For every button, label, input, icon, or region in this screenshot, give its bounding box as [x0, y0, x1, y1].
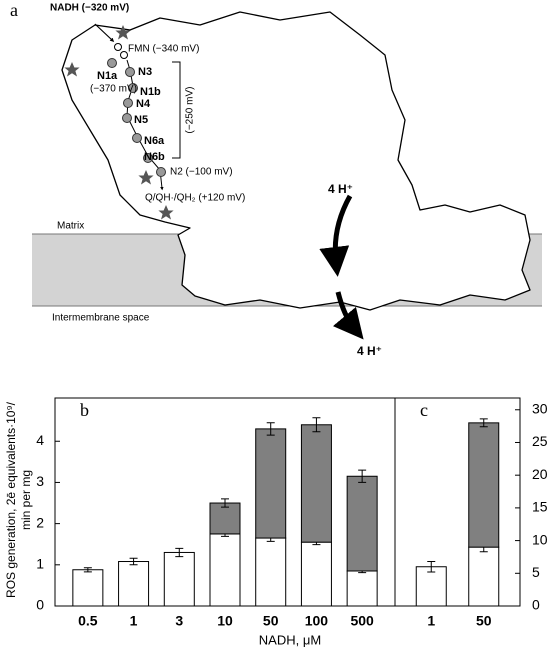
y-tick-label: 30 — [532, 400, 548, 416]
y-axis-label: ROS generation, 2ē equivalents·10⁹/ — [4, 401, 18, 598]
y-tick-label: 10 — [532, 531, 548, 547]
star — [115, 25, 131, 40]
chart: 0 1 2 3 4 b ROS generation, 2ē equivalents·10⁹… — [4, 397, 548, 647]
bar — [346, 570, 378, 607]
cluster — [132, 133, 142, 143]
bar — [415, 566, 447, 607]
star — [64, 62, 80, 77]
bar — [468, 422, 500, 548]
label: N6b — [144, 151, 165, 163]
label: N6a — [144, 135, 165, 147]
label: (−370 mV) — [90, 84, 137, 95]
cluster — [128, 83, 138, 93]
panel-label: c — [420, 400, 428, 420]
cluster — [107, 58, 117, 68]
x-tick-label: 50 — [263, 613, 279, 629]
x-axis-label: NADH, μM — [259, 632, 321, 647]
fmn — [114, 43, 122, 51]
star — [158, 205, 174, 220]
panel-label: a — [10, 0, 18, 20]
x-tick-label: 1 — [427, 613, 435, 629]
y-tick-label: 1 — [36, 556, 44, 572]
x-tick-label: 50 — [476, 613, 492, 629]
error-bar — [175, 547, 184, 558]
diagram: a NADH (−320 mV) FMN (−340 mV) N1a (−370… — [10, 0, 542, 358]
label: (−250 mV) — [185, 87, 196, 134]
cluster — [125, 67, 135, 77]
arrow — [94, 23, 115, 43]
label: Intermembrane space — [52, 313, 150, 324]
cluster — [123, 98, 133, 108]
x-tick-label: 0.5 — [78, 613, 98, 629]
bar — [255, 428, 287, 539]
error-bar — [358, 469, 367, 483]
bar — [346, 475, 378, 572]
error-bar — [266, 422, 275, 436]
label: NADH (−320 mV) — [50, 3, 129, 14]
cluster — [143, 153, 153, 163]
complex-outline — [61, 11, 531, 311]
plot-frame — [54, 397, 521, 607]
label: N2 (−100 mV) — [170, 167, 233, 178]
star — [138, 170, 154, 185]
bracket — [172, 61, 181, 159]
y-tick-label: 2 — [36, 514, 44, 530]
y-tick-label: 4 — [36, 432, 44, 448]
bar — [255, 537, 287, 607]
y-axis-label: min per mg — [19, 470, 33, 530]
panel-label: b — [80, 400, 89, 420]
bar — [209, 502, 241, 535]
proton-arrow — [319, 194, 353, 277]
label: Q/QH·/QH₂ (+120 mV) — [145, 193, 245, 204]
bar — [300, 424, 332, 543]
error-bar — [427, 561, 436, 573]
bar — [118, 561, 150, 607]
y-tick-label: 3 — [36, 473, 44, 489]
bar — [300, 541, 332, 607]
label: FMN (−340 mV) — [128, 44, 199, 55]
label: 4 H⁺ — [357, 344, 382, 358]
y-tick-label: 0 — [36, 597, 44, 613]
label: N5 — [134, 114, 148, 126]
y-tick-label: 0 — [532, 597, 540, 613]
label: Matrix — [57, 221, 84, 232]
y-tick-label: 5 — [532, 564, 540, 580]
y-tick-label: 25 — [532, 433, 548, 449]
stars — [64, 25, 174, 220]
label: N1b — [140, 86, 161, 98]
fmn — [120, 51, 128, 59]
cluster — [122, 113, 132, 123]
proton-arrow — [332, 291, 364, 340]
x-tick-label: 500 — [350, 613, 374, 629]
cluster — [156, 167, 166, 177]
x-tick-label: 1 — [130, 613, 138, 629]
y-tick-label: 15 — [532, 499, 548, 515]
error-bar — [479, 418, 488, 428]
error-bar — [312, 417, 321, 433]
bar — [468, 546, 500, 607]
error-bar — [83, 567, 92, 573]
x-tick-label: 3 — [175, 613, 183, 629]
x-tick-label: 100 — [305, 613, 329, 629]
error-bar — [129, 557, 138, 566]
y-tick-label: 20 — [532, 466, 548, 482]
clusters — [107, 58, 166, 177]
bar — [209, 533, 241, 607]
label: N4 — [136, 98, 151, 110]
label: N1a — [97, 70, 118, 82]
error-bar — [221, 498, 229, 508]
label: N3 — [138, 66, 152, 78]
label: 4 H⁺ — [328, 182, 353, 196]
bar — [72, 569, 104, 607]
bar — [163, 551, 195, 607]
x-tick-label: 10 — [217, 613, 233, 629]
